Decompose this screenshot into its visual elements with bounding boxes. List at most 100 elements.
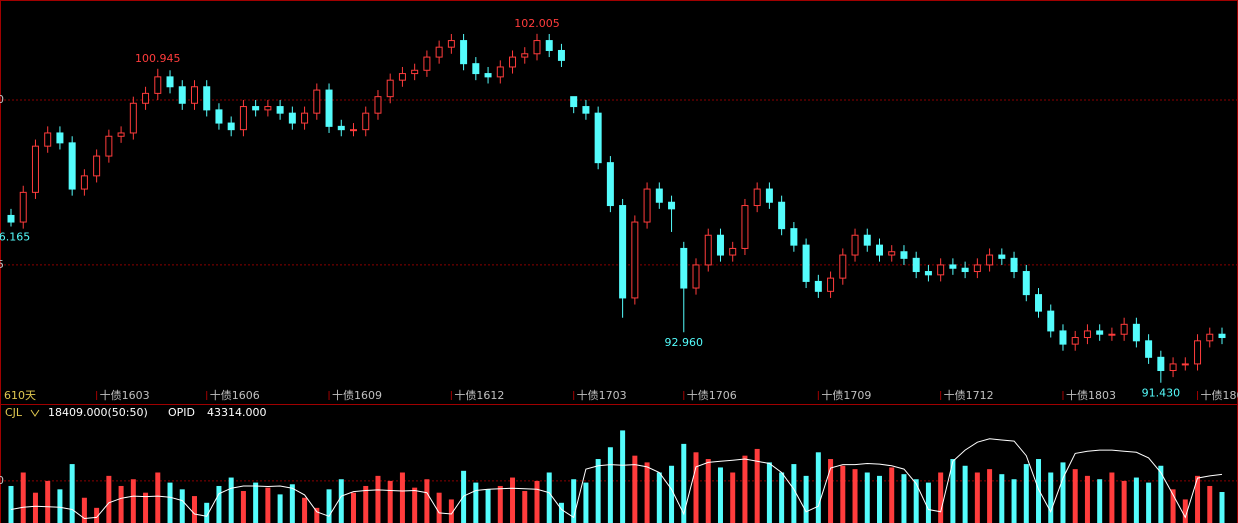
volume-bar (69, 464, 75, 523)
candle-body (875, 244, 883, 256)
candle-body (1083, 330, 1091, 339)
candle-body (1145, 340, 1153, 358)
volume-bar (717, 467, 723, 523)
volume-bar (571, 479, 577, 523)
candle-body (1157, 356, 1165, 372)
candle-body (1035, 294, 1043, 312)
candle-body (1132, 323, 1140, 342)
candle-body (1169, 363, 1177, 372)
candle-body (301, 112, 309, 124)
volume-bar (204, 502, 210, 523)
volume-bar (1048, 472, 1054, 523)
candle-body (680, 247, 688, 289)
candle-body (802, 244, 810, 282)
volume-bar (791, 464, 797, 523)
candle-body (80, 175, 88, 190)
candle-body (350, 129, 358, 132)
volume-bar (1011, 479, 1017, 523)
extreme-label: 92.960 (665, 336, 704, 349)
candle-body (814, 280, 822, 292)
candle-body (19, 191, 27, 223)
volume-bar (473, 482, 479, 523)
volume-bar (191, 496, 197, 523)
candle-body (594, 112, 602, 164)
volume-bar (1207, 485, 1213, 523)
volume-bar (999, 474, 1005, 523)
volume-bar (546, 472, 552, 523)
candle-body (1071, 337, 1079, 345)
candle-body (411, 69, 419, 75)
volume-bar (1084, 475, 1090, 523)
volume-bar (1109, 472, 1115, 523)
candle-body (374, 96, 382, 114)
volume-bar (913, 479, 919, 523)
candle-body (900, 251, 908, 259)
candle-body (839, 254, 847, 279)
candle-body (142, 92, 150, 104)
candle-body (117, 132, 125, 137)
volume-bar (289, 484, 295, 523)
volume-bar (143, 492, 149, 523)
volume-bar (81, 497, 87, 523)
candle-body (570, 96, 578, 108)
candle-body (765, 188, 773, 203)
volume-bar (705, 459, 711, 523)
volume-bar (742, 455, 748, 523)
volume-bar (167, 482, 173, 523)
opid-name: OPID (168, 406, 195, 419)
volume-bar (607, 447, 613, 523)
candle-body (668, 201, 676, 210)
x-tick-label: 十债1803 (1066, 388, 1116, 402)
volume-bar (106, 475, 112, 523)
candle-body (447, 40, 455, 48)
extreme-label: 96.165 (0, 230, 30, 243)
x-tick-label: 十债1609 (332, 388, 382, 402)
candle-body (435, 46, 443, 58)
volume-bar (94, 507, 100, 523)
volume-bar (840, 465, 846, 523)
volume-bar (118, 485, 124, 523)
candle-body (227, 122, 235, 131)
volume-bar (338, 479, 344, 523)
volume-bar (363, 485, 369, 523)
volume-bar (1133, 477, 1139, 523)
candle-body (827, 277, 835, 292)
candle-body (68, 142, 76, 190)
volume-bar (216, 485, 222, 523)
volume-bar (436, 492, 442, 523)
candle-body (484, 73, 492, 78)
volume-bar (1072, 469, 1078, 523)
candle-body (753, 188, 761, 207)
volume-bar (1097, 479, 1103, 523)
volume-bar (387, 480, 393, 523)
x-tick-label: 十债1612 (454, 388, 504, 402)
candle-body (472, 63, 480, 75)
volume-bar (326, 489, 332, 523)
volume-bar (1219, 492, 1225, 523)
candle-body (729, 247, 737, 256)
candle-body (56, 132, 64, 144)
candle-body (386, 79, 394, 98)
candle-body (1206, 333, 1214, 342)
candle-body (264, 106, 272, 111)
candle-body (631, 221, 639, 299)
volume-bar (656, 472, 662, 523)
volume-bar (375, 475, 381, 523)
volume-bar (45, 480, 51, 523)
volume-bar (693, 452, 699, 523)
volume-bar (754, 448, 760, 523)
extreme-label: 91.430 (1142, 387, 1181, 400)
candle-body (533, 40, 541, 55)
volume-bar (314, 507, 320, 523)
dropdown-arrow (30, 409, 40, 417)
volume-indicator: CJL (5, 406, 23, 419)
volume-bar (424, 479, 430, 523)
candle-body (276, 106, 284, 114)
candle-body (790, 228, 798, 246)
candle-body (215, 109, 223, 124)
volume-bar (864, 472, 870, 523)
volume-bar (130, 479, 136, 523)
candle-body (190, 86, 198, 104)
volume-bar (644, 462, 650, 523)
